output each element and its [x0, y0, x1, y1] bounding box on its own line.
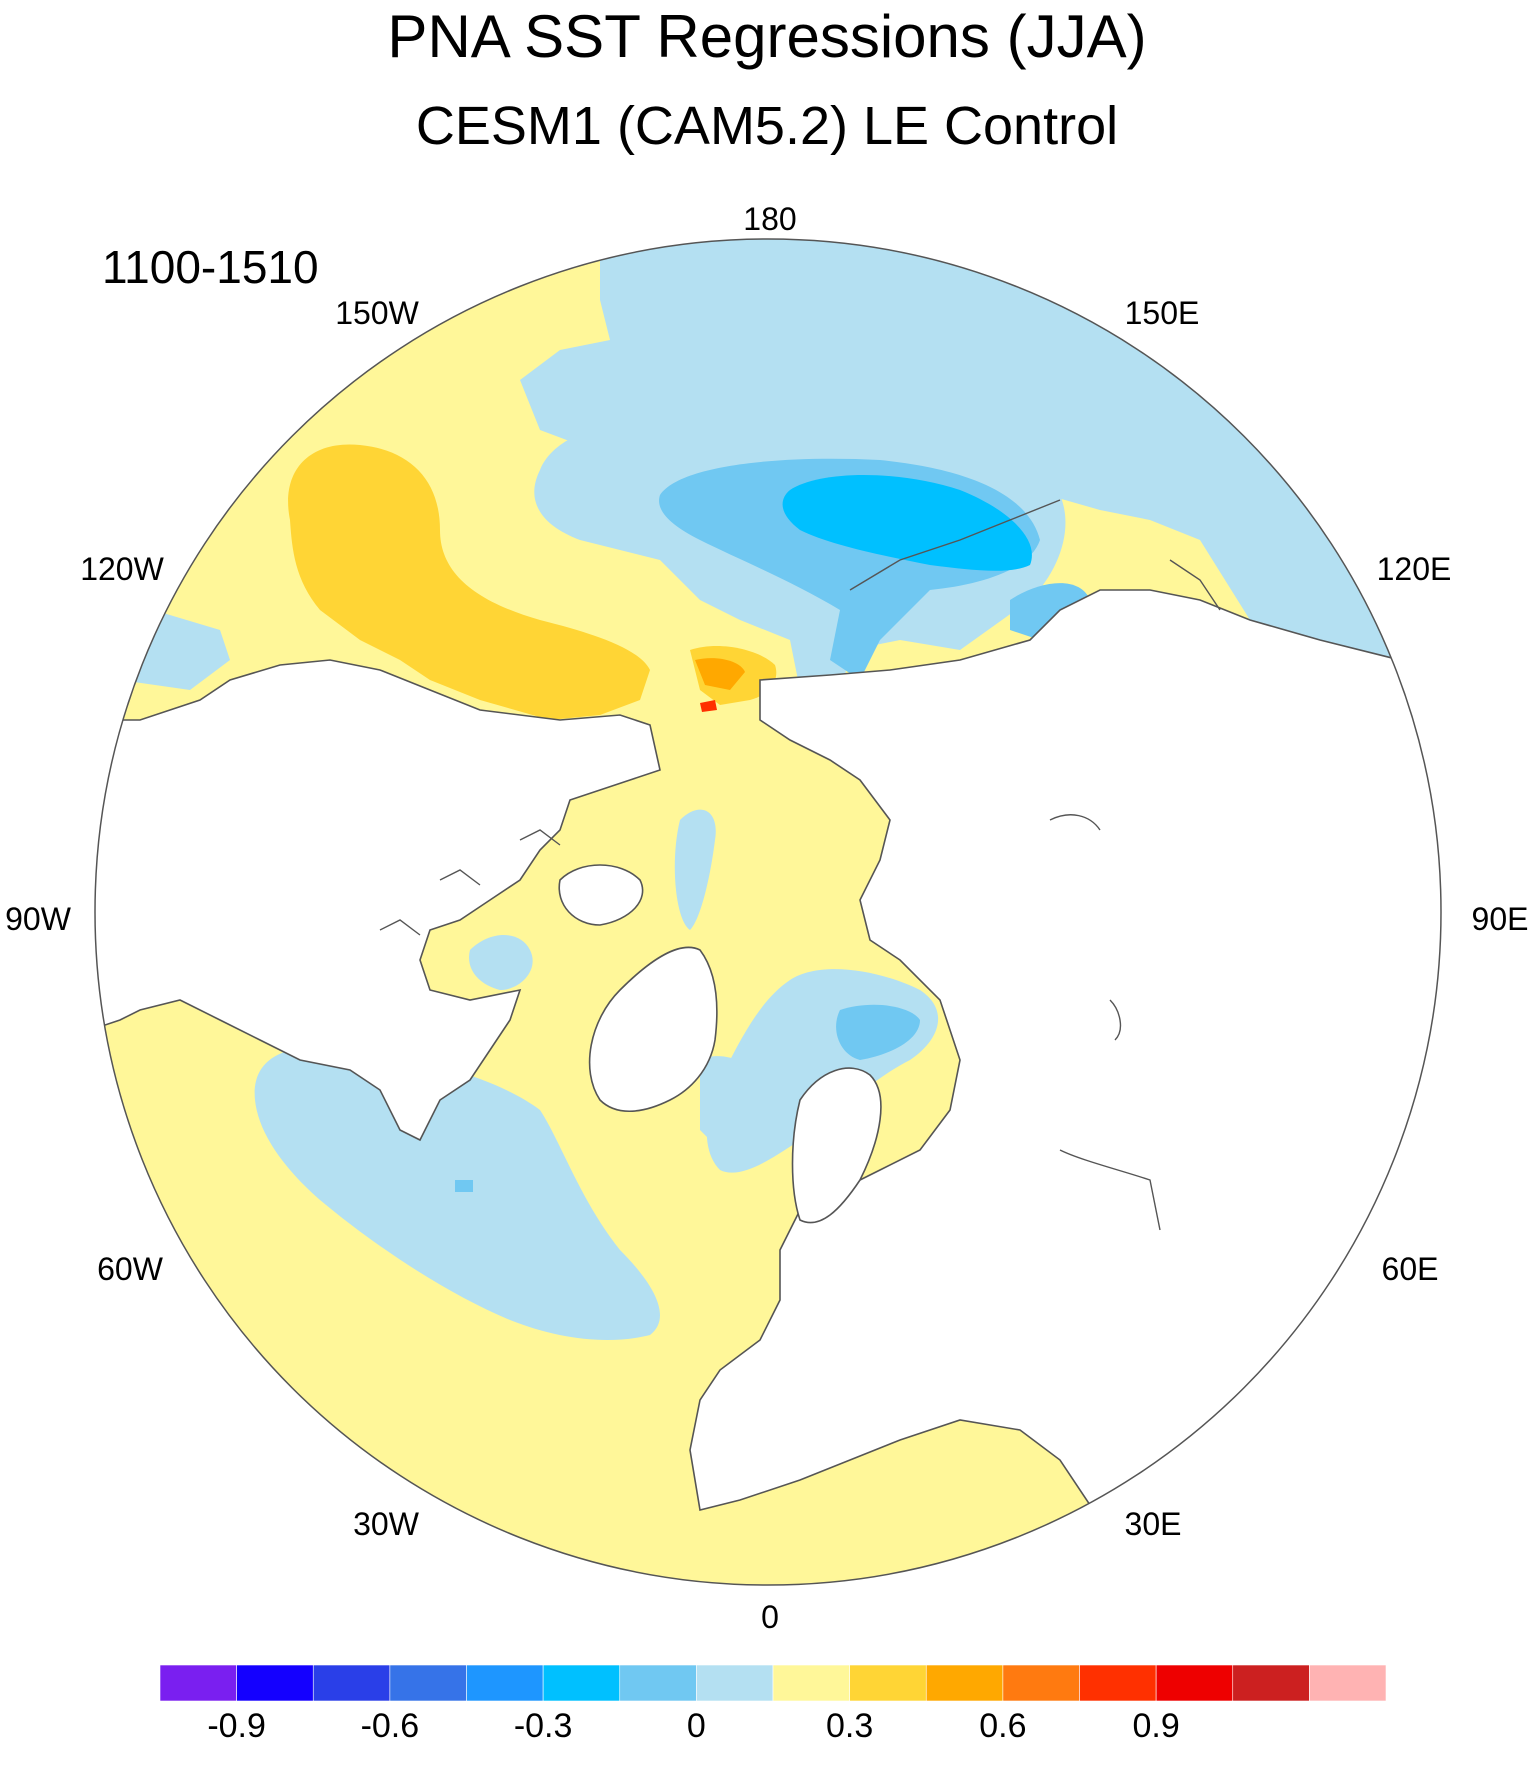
lon-label-180: 180 — [743, 201, 796, 237]
lon-label-90w: 90W — [5, 901, 72, 937]
colorbar-tick-label: -0.9 — [207, 1707, 266, 1745]
land-north-america — [95, 659, 661, 1142]
pacific-positive-blob — [288, 444, 650, 720]
colorbar-swatch — [312, 1664, 391, 1702]
lon-label-30w: 30W — [353, 1506, 420, 1542]
colorbar-swatch — [542, 1664, 621, 1702]
colorbar-swatch — [1309, 1664, 1387, 1702]
kara-negative — [836, 1004, 920, 1060]
colorbar: -0.9 -0.6 -0.3 0 0.3 0.6 0.9 — [159, 1664, 1387, 1745]
colorbar-tick-label: 0.9 — [1132, 1707, 1179, 1745]
coast-detail-1 — [379, 829, 561, 936]
chart-title: PNA SST Regressions (JJA) — [387, 3, 1147, 70]
beaufort-negative — [674, 809, 716, 930]
coast-detail-2 — [1049, 814, 1161, 1231]
colorbar-swatch — [159, 1664, 237, 1702]
lon-label-150w: 150W — [335, 295, 419, 331]
colorbar-swatch — [772, 1664, 850, 1702]
colorbar-tick-label: 0.6 — [979, 1707, 1026, 1745]
colorbar-swatch — [1079, 1664, 1157, 1702]
lon-label-60w: 60W — [97, 1251, 164, 1287]
lon-label-120e: 120E — [1377, 551, 1452, 587]
lon-label-60e: 60E — [1382, 1251, 1439, 1287]
lon-label-90e: 90E — [1472, 901, 1529, 937]
colorbar-tick-label: -0.6 — [361, 1707, 420, 1745]
atlantic-negative — [254, 1046, 661, 1340]
colorbar-swatch — [1232, 1664, 1310, 1702]
colorbar-tick-label: 0 — [687, 1707, 706, 1745]
period-label: 1100-1510 — [102, 241, 319, 293]
colorbar-swatch — [925, 1664, 1004, 1702]
colorbar-tick-label: 0.3 — [826, 1707, 873, 1745]
chart-subtitle: CESM1 (CAM5.2) LE Control — [415, 96, 1119, 156]
lon-label-150e: 150E — [1125, 295, 1200, 331]
colorbar-swatch — [236, 1664, 314, 1702]
hudson-negative — [469, 935, 533, 990]
bering-peak — [700, 700, 717, 712]
land-eurasia — [689, 589, 1441, 1561]
lon-label-120w: 120W — [80, 551, 164, 587]
nordic-negative — [700, 1056, 760, 1150]
colorbar-swatch — [849, 1664, 927, 1702]
land-arctic-islands — [558, 864, 644, 926]
lon-label-30e: 30E — [1125, 1506, 1182, 1542]
pacific-negative-peak — [782, 475, 1032, 571]
bering-strong — [695, 658, 745, 690]
lon-label-0: 0 — [761, 1599, 779, 1635]
coast-detail-3 — [849, 499, 1221, 611]
colorbar-swatch — [1155, 1664, 1234, 1702]
land-greenland — [588, 946, 718, 1112]
land-scandinavia — [791, 1067, 882, 1224]
colorbar-swatch — [1002, 1664, 1080, 1702]
colorbar-swatch — [389, 1664, 467, 1702]
map-boundary — [94, 238, 1442, 1586]
colorbar-swatch — [466, 1664, 544, 1702]
atlantic-negative-spot — [455, 1180, 473, 1192]
colorbar-swatch — [619, 1664, 697, 1702]
colorbar-tick-label: -0.3 — [514, 1707, 573, 1745]
colorbar-swatch — [696, 1664, 774, 1702]
